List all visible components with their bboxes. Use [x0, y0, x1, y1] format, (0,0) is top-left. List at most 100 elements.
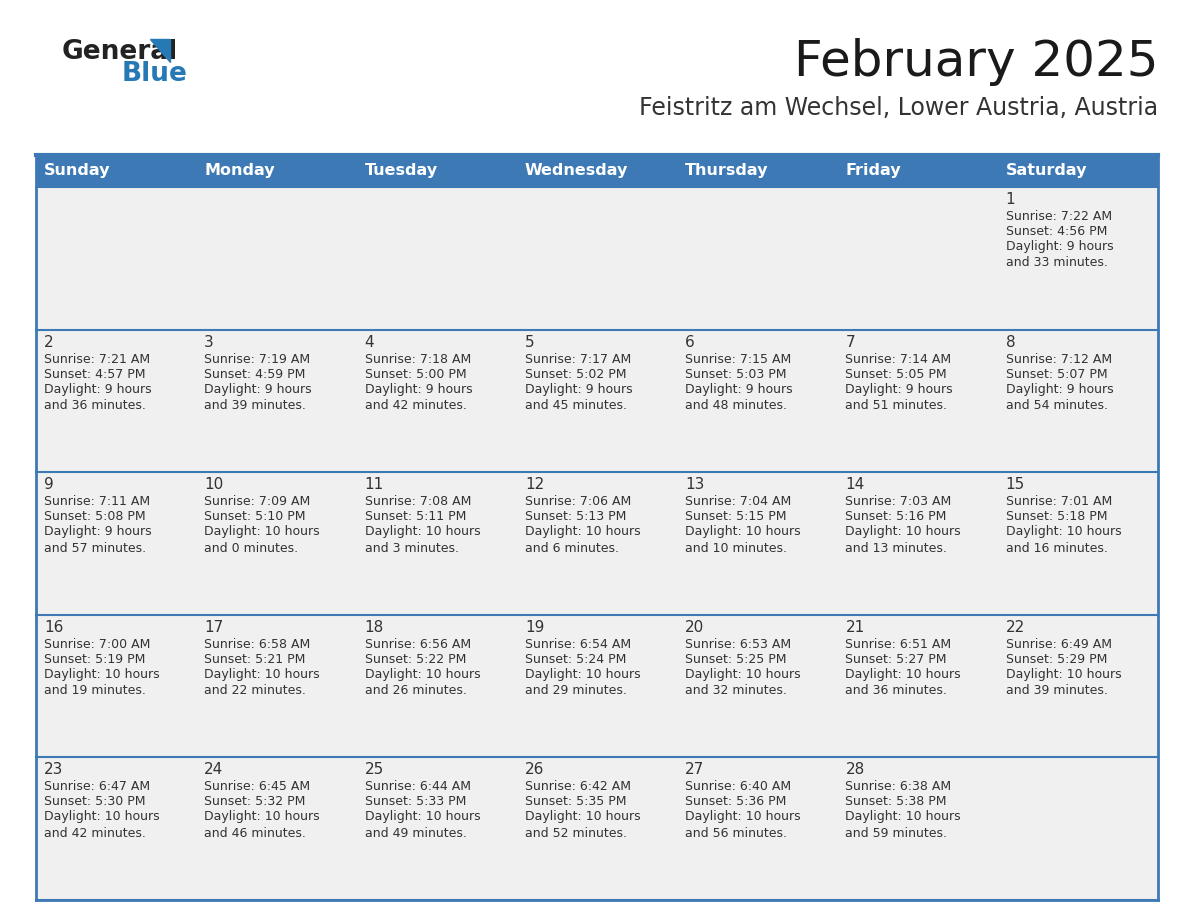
Text: 16: 16 — [44, 620, 63, 635]
Text: Tuesday: Tuesday — [365, 163, 437, 178]
Bar — [517, 155, 677, 187]
Text: Sunrise: 6:44 AM: Sunrise: 6:44 AM — [365, 780, 470, 793]
Text: Sunset: 5:18 PM: Sunset: 5:18 PM — [1006, 510, 1107, 523]
Text: 21: 21 — [846, 620, 865, 635]
Text: Daylight: 10 hours
and 42 minutes.: Daylight: 10 hours and 42 minutes. — [44, 811, 159, 840]
Text: Daylight: 10 hours
and 46 minutes.: Daylight: 10 hours and 46 minutes. — [204, 811, 320, 840]
Text: Sunset: 5:19 PM: Sunset: 5:19 PM — [44, 653, 145, 666]
Text: Wednesday: Wednesday — [525, 163, 628, 178]
Text: 9: 9 — [44, 477, 53, 492]
Text: 12: 12 — [525, 477, 544, 492]
Text: 26: 26 — [525, 763, 544, 778]
Text: Daylight: 10 hours
and 6 minutes.: Daylight: 10 hours and 6 minutes. — [525, 525, 640, 554]
Text: 24: 24 — [204, 763, 223, 778]
Text: Sunrise: 7:06 AM: Sunrise: 7:06 AM — [525, 495, 631, 509]
Text: 3: 3 — [204, 334, 214, 350]
Text: Daylight: 9 hours
and 36 minutes.: Daylight: 9 hours and 36 minutes. — [44, 383, 152, 412]
Text: Daylight: 10 hours
and 32 minutes.: Daylight: 10 hours and 32 minutes. — [685, 667, 801, 698]
Bar — [196, 155, 356, 187]
Text: Sunrise: 7:18 AM: Sunrise: 7:18 AM — [365, 353, 470, 365]
Text: Daylight: 10 hours
and 36 minutes.: Daylight: 10 hours and 36 minutes. — [846, 667, 961, 698]
Text: 19: 19 — [525, 620, 544, 635]
Text: Sunset: 5:16 PM: Sunset: 5:16 PM — [846, 510, 947, 523]
Text: Sunday: Sunday — [44, 163, 110, 178]
Text: Daylight: 10 hours
and 19 minutes.: Daylight: 10 hours and 19 minutes. — [44, 667, 159, 698]
Text: Sunset: 5:32 PM: Sunset: 5:32 PM — [204, 795, 305, 809]
Text: Daylight: 10 hours
and 49 minutes.: Daylight: 10 hours and 49 minutes. — [365, 811, 480, 840]
Text: Sunset: 5:25 PM: Sunset: 5:25 PM — [685, 653, 786, 666]
Text: Daylight: 9 hours
and 33 minutes.: Daylight: 9 hours and 33 minutes. — [1006, 240, 1113, 270]
Text: Daylight: 9 hours
and 57 minutes.: Daylight: 9 hours and 57 minutes. — [44, 525, 152, 554]
Bar — [36, 155, 196, 187]
Text: Daylight: 10 hours
and 3 minutes.: Daylight: 10 hours and 3 minutes. — [365, 525, 480, 554]
Text: Daylight: 10 hours
and 26 minutes.: Daylight: 10 hours and 26 minutes. — [365, 667, 480, 698]
Text: General: General — [62, 39, 178, 65]
Text: 4: 4 — [365, 334, 374, 350]
Text: 11: 11 — [365, 477, 384, 492]
Text: Daylight: 9 hours
and 42 minutes.: Daylight: 9 hours and 42 minutes. — [365, 383, 472, 412]
Bar — [677, 155, 838, 187]
Text: Friday: Friday — [846, 163, 901, 178]
Polygon shape — [150, 39, 170, 62]
Text: Sunrise: 7:22 AM: Sunrise: 7:22 AM — [1006, 210, 1112, 223]
Text: 18: 18 — [365, 620, 384, 635]
Text: 22: 22 — [1006, 620, 1025, 635]
Text: Sunrise: 7:15 AM: Sunrise: 7:15 AM — [685, 353, 791, 365]
Text: Sunrise: 6:49 AM: Sunrise: 6:49 AM — [1006, 638, 1112, 651]
Text: Sunset: 5:03 PM: Sunset: 5:03 PM — [685, 367, 786, 381]
Text: Sunrise: 7:19 AM: Sunrise: 7:19 AM — [204, 353, 310, 365]
Text: Sunrise: 7:17 AM: Sunrise: 7:17 AM — [525, 353, 631, 365]
Text: Sunrise: 6:45 AM: Sunrise: 6:45 AM — [204, 780, 310, 793]
Text: 7: 7 — [846, 334, 855, 350]
Text: Sunset: 5:00 PM: Sunset: 5:00 PM — [365, 367, 466, 381]
Bar — [356, 155, 517, 187]
Text: Sunrise: 7:11 AM: Sunrise: 7:11 AM — [44, 495, 150, 509]
Text: Daylight: 9 hours
and 48 minutes.: Daylight: 9 hours and 48 minutes. — [685, 383, 792, 412]
Text: Daylight: 10 hours
and 52 minutes.: Daylight: 10 hours and 52 minutes. — [525, 811, 640, 840]
Text: 1: 1 — [1006, 192, 1016, 207]
Text: Sunrise: 7:01 AM: Sunrise: 7:01 AM — [1006, 495, 1112, 509]
Text: Sunrise: 7:03 AM: Sunrise: 7:03 AM — [846, 495, 952, 509]
Text: Sunrise: 7:00 AM: Sunrise: 7:00 AM — [44, 638, 151, 651]
Text: Daylight: 10 hours
and 29 minutes.: Daylight: 10 hours and 29 minutes. — [525, 667, 640, 698]
Text: Sunset: 5:21 PM: Sunset: 5:21 PM — [204, 653, 305, 666]
Text: Daylight: 9 hours
and 54 minutes.: Daylight: 9 hours and 54 minutes. — [1006, 383, 1113, 412]
Text: Sunrise: 7:04 AM: Sunrise: 7:04 AM — [685, 495, 791, 509]
Text: Sunset: 4:57 PM: Sunset: 4:57 PM — [44, 367, 145, 381]
Text: Sunset: 5:22 PM: Sunset: 5:22 PM — [365, 653, 466, 666]
Text: Daylight: 10 hours
and 39 minutes.: Daylight: 10 hours and 39 minutes. — [1006, 667, 1121, 698]
Text: 28: 28 — [846, 763, 865, 778]
Text: Sunset: 5:30 PM: Sunset: 5:30 PM — [44, 795, 145, 809]
Text: Sunset: 5:15 PM: Sunset: 5:15 PM — [685, 510, 786, 523]
Text: Sunrise: 6:42 AM: Sunrise: 6:42 AM — [525, 780, 631, 793]
Text: Sunrise: 7:08 AM: Sunrise: 7:08 AM — [365, 495, 470, 509]
Text: Sunset: 5:10 PM: Sunset: 5:10 PM — [204, 510, 305, 523]
Text: Sunset: 5:36 PM: Sunset: 5:36 PM — [685, 795, 786, 809]
Text: Sunset: 5:11 PM: Sunset: 5:11 PM — [365, 510, 466, 523]
Text: Sunrise: 6:56 AM: Sunrise: 6:56 AM — [365, 638, 470, 651]
Text: 2: 2 — [44, 334, 53, 350]
Text: February 2025: February 2025 — [794, 38, 1158, 86]
Bar — [998, 155, 1158, 187]
Text: 5: 5 — [525, 334, 535, 350]
Text: 27: 27 — [685, 763, 704, 778]
Text: Daylight: 9 hours
and 45 minutes.: Daylight: 9 hours and 45 minutes. — [525, 383, 632, 412]
Text: Thursday: Thursday — [685, 163, 769, 178]
Text: Saturday: Saturday — [1006, 163, 1087, 178]
Text: Sunset: 5:29 PM: Sunset: 5:29 PM — [1006, 653, 1107, 666]
Bar — [36, 187, 1158, 900]
Text: Daylight: 10 hours
and 22 minutes.: Daylight: 10 hours and 22 minutes. — [204, 667, 320, 698]
Text: Daylight: 10 hours
and 13 minutes.: Daylight: 10 hours and 13 minutes. — [846, 525, 961, 554]
Text: Sunrise: 6:38 AM: Sunrise: 6:38 AM — [846, 780, 952, 793]
Text: Daylight: 10 hours
and 16 minutes.: Daylight: 10 hours and 16 minutes. — [1006, 525, 1121, 554]
Text: Sunrise: 6:40 AM: Sunrise: 6:40 AM — [685, 780, 791, 793]
Text: Blue: Blue — [122, 61, 188, 87]
Text: Daylight: 10 hours
and 56 minutes.: Daylight: 10 hours and 56 minutes. — [685, 811, 801, 840]
Text: 15: 15 — [1006, 477, 1025, 492]
Text: 10: 10 — [204, 477, 223, 492]
Text: Sunset: 5:13 PM: Sunset: 5:13 PM — [525, 510, 626, 523]
Text: Sunrise: 7:12 AM: Sunrise: 7:12 AM — [1006, 353, 1112, 365]
Text: Sunset: 5:27 PM: Sunset: 5:27 PM — [846, 653, 947, 666]
Text: Sunset: 4:59 PM: Sunset: 4:59 PM — [204, 367, 305, 381]
Bar — [838, 155, 998, 187]
